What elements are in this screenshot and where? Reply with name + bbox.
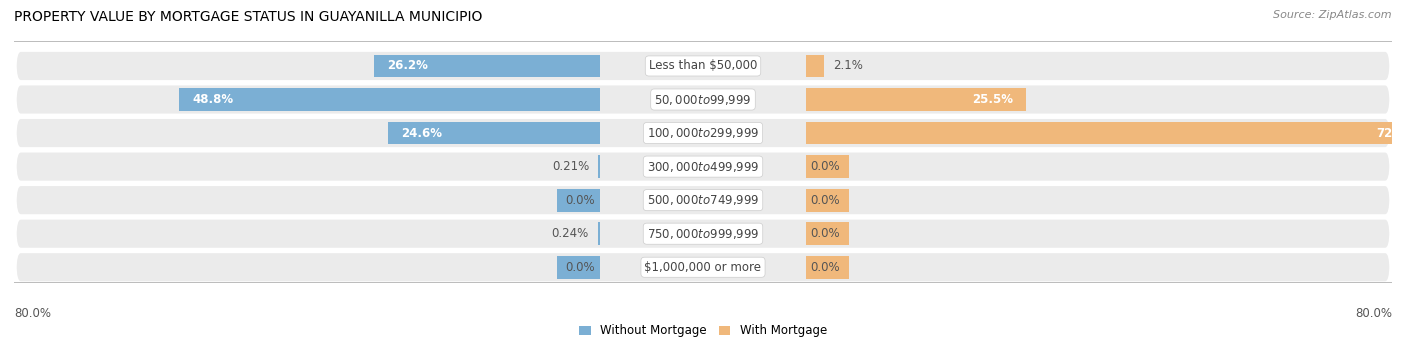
Bar: [807, 189, 849, 211]
Bar: [374, 54, 599, 78]
Text: Less than $50,000: Less than $50,000: [648, 59, 758, 72]
Bar: [807, 256, 849, 279]
Bar: [557, 256, 599, 279]
Text: 25.5%: 25.5%: [972, 93, 1012, 106]
Legend: Without Mortgage, With Mortgage: Without Mortgage, With Mortgage: [574, 319, 832, 340]
Bar: [388, 122, 599, 144]
Bar: [180, 88, 599, 111]
Text: 0.0%: 0.0%: [811, 227, 841, 240]
Text: 0.24%: 0.24%: [551, 227, 589, 240]
Text: $50,000 to $99,999: $50,000 to $99,999: [654, 92, 752, 106]
Text: 0.0%: 0.0%: [565, 194, 595, 207]
FancyBboxPatch shape: [17, 52, 1389, 80]
Text: 0.0%: 0.0%: [565, 261, 595, 274]
Text: $750,000 to $999,999: $750,000 to $999,999: [647, 227, 759, 241]
Text: $300,000 to $499,999: $300,000 to $499,999: [647, 159, 759, 174]
FancyBboxPatch shape: [17, 153, 1389, 181]
Bar: [807, 122, 1406, 144]
Bar: [807, 155, 849, 178]
Text: 80.0%: 80.0%: [14, 307, 51, 320]
FancyBboxPatch shape: [17, 253, 1389, 281]
Bar: [557, 189, 599, 211]
Text: 24.6%: 24.6%: [401, 126, 441, 139]
FancyBboxPatch shape: [17, 220, 1389, 248]
FancyBboxPatch shape: [17, 186, 1389, 214]
Text: 48.8%: 48.8%: [193, 93, 233, 106]
FancyBboxPatch shape: [17, 85, 1389, 114]
Text: 0.0%: 0.0%: [811, 160, 841, 173]
Bar: [598, 155, 599, 178]
Text: $500,000 to $749,999: $500,000 to $749,999: [647, 193, 759, 207]
Bar: [807, 54, 824, 78]
Text: 80.0%: 80.0%: [1355, 307, 1392, 320]
Bar: [598, 222, 599, 245]
Text: 26.2%: 26.2%: [387, 59, 427, 72]
Text: $1,000,000 or more: $1,000,000 or more: [644, 261, 762, 274]
Text: 2.1%: 2.1%: [832, 59, 863, 72]
Text: 0.0%: 0.0%: [811, 261, 841, 274]
Text: $100,000 to $299,999: $100,000 to $299,999: [647, 126, 759, 140]
Bar: [807, 222, 849, 245]
Text: 72.4%: 72.4%: [1376, 126, 1406, 139]
Text: 0.0%: 0.0%: [811, 194, 841, 207]
Bar: [807, 88, 1026, 111]
Text: PROPERTY VALUE BY MORTGAGE STATUS IN GUAYANILLA MUNICIPIO: PROPERTY VALUE BY MORTGAGE STATUS IN GUA…: [14, 10, 482, 24]
Text: 0.21%: 0.21%: [553, 160, 589, 173]
FancyBboxPatch shape: [17, 119, 1389, 147]
Text: Source: ZipAtlas.com: Source: ZipAtlas.com: [1274, 10, 1392, 20]
